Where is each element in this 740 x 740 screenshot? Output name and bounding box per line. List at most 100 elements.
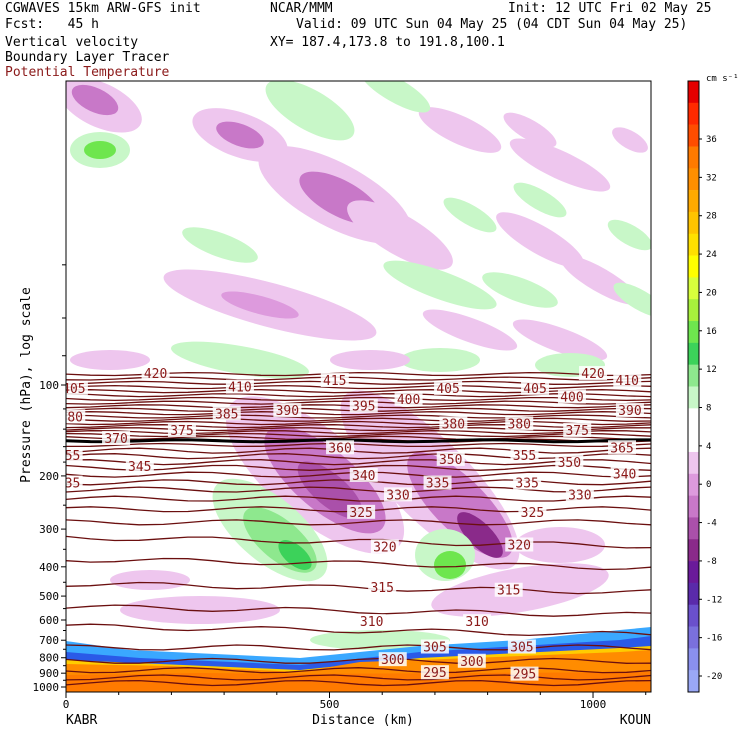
isentrope-label: 315 — [497, 584, 520, 599]
isentrope-line — [66, 495, 651, 502]
isentrope-label: 300 — [381, 653, 404, 668]
isentrope-label: 395 — [352, 400, 375, 415]
isentrope-label-bg — [436, 451, 465, 466]
colorbar-swatch — [688, 495, 699, 518]
isentrope-label: 315 — [370, 581, 393, 596]
isentrope-label: 390 — [618, 404, 641, 419]
colorbar-label: 28 — [706, 212, 717, 222]
isentrope-line — [66, 459, 651, 466]
colorbar-swatch — [688, 233, 699, 256]
y-tick-label: 300 — [39, 523, 59, 536]
y-tick-label: 500 — [39, 590, 59, 603]
cross-section-endpoints: XY= 187.4,173.8 to 191.8,100.1 — [270, 35, 505, 50]
colorbar-label: 24 — [706, 250, 717, 260]
colorbar-swatch — [688, 582, 699, 606]
model-title: CGWAVES 15km ARW-GFS init — [5, 1, 201, 16]
isentrope-label: 325 — [349, 506, 372, 521]
forecast-hour: Fcst: 45 h — [5, 17, 99, 32]
isentrope-label: 350 — [558, 456, 581, 471]
isentrope-label-bg — [349, 467, 378, 482]
isentrope-label: 385 — [215, 407, 238, 422]
isentrope-label-bg — [565, 487, 594, 502]
isentrope-label-bg — [326, 440, 355, 455]
isentrope-label-bg — [518, 504, 547, 519]
left-station-label: KABR — [66, 713, 97, 728]
isentrope-label: 310 — [465, 615, 488, 630]
colorbar-label: 0 — [706, 480, 711, 490]
isentrope-label: 380 — [442, 417, 465, 432]
isentrope-label: 305 — [423, 641, 446, 656]
right-station-label: KOUN — [620, 713, 651, 728]
isentrope-label: 405 — [62, 382, 85, 397]
isentrope-label: 420 — [581, 367, 604, 382]
isentrope-label-bg — [368, 579, 397, 594]
isentrope-line — [66, 644, 651, 651]
isentrope-label-bg — [505, 537, 534, 552]
isentrope-label-bg — [347, 504, 376, 519]
isentrope-line — [66, 604, 651, 617]
colorbar-unit: cm s⁻¹ — [706, 74, 739, 84]
colorbar-swatch — [688, 190, 699, 213]
colorbar-swatch — [688, 430, 699, 453]
colorbar-label: 12 — [706, 365, 717, 375]
isentrope-label: 300 — [460, 655, 483, 670]
field-boundary-layer-tracer: Boundary Layer Tracer — [5, 50, 170, 65]
isentrope-label: 320 — [508, 539, 531, 554]
isentrope-label-bg — [349, 398, 378, 413]
colorbar-swatch — [688, 102, 699, 125]
colorbar-swatch — [688, 648, 699, 671]
isentrope-label: 340 — [613, 468, 636, 483]
isentrope-label: 380 — [508, 417, 531, 432]
x-tick-label: 1000 — [580, 698, 607, 711]
isentrope-label-bg — [513, 475, 542, 490]
isentrope-labels: 420 420 415 410 410 405 405 405 400 400 395 390 390 3… — [62, 366, 644, 683]
isentrope-label: 340 — [352, 469, 375, 484]
isentrope-line — [66, 427, 651, 432]
isentrope-line — [66, 657, 651, 664]
colorbar-swatch — [688, 473, 699, 496]
colorbar-swatch — [688, 321, 699, 344]
isentrope-line — [66, 442, 651, 448]
colorbar-frame — [687, 80, 700, 693]
isentrope-label-bg — [212, 406, 241, 421]
isentrope-line — [66, 557, 651, 571]
isentrope-line — [66, 581, 651, 595]
isentrope-label-bg — [613, 373, 642, 388]
isentrope-label: 410 — [616, 374, 639, 389]
isentrope-label-bg — [423, 475, 452, 490]
isentrope-label: 365 — [610, 441, 633, 456]
isentrope-label-bg — [563, 422, 592, 437]
isentrope-label-bg — [420, 639, 449, 654]
y-axis-label: Pressure (hPa), log scale — [19, 287, 34, 483]
isentrope-label: 405 — [436, 382, 459, 397]
isentrope-label: 420 — [144, 367, 167, 382]
colorbar-swatch — [688, 211, 699, 235]
isentrope-line — [66, 674, 651, 681]
isentrope-line — [66, 447, 651, 454]
isentrope-label-bg — [507, 639, 536, 654]
isentrope-label-bg — [494, 582, 523, 597]
colorbar-swatch — [688, 386, 699, 409]
isentrope-label-bg — [608, 440, 637, 455]
isentrope-line — [66, 414, 651, 419]
isentrope-label: 320 — [373, 540, 396, 555]
isentrope-label-bg — [610, 466, 639, 481]
colorbar-swatch — [688, 670, 699, 693]
isentrope-label-bg — [357, 614, 386, 629]
isentrope-label-bg — [225, 379, 254, 394]
isentrope-label: 375 — [170, 424, 193, 439]
colorbar-swatch — [688, 364, 699, 387]
isentrope-label-bg — [378, 652, 407, 667]
isentrope-label-bg — [66, 448, 83, 463]
colorbar-swatch — [688, 342, 699, 365]
isentrope-line — [66, 453, 651, 460]
isentrope-label: 355 — [513, 449, 536, 464]
isentrope-label-bg — [384, 487, 413, 502]
field-potential-temperature: Potential Temperature — [5, 65, 170, 80]
colorbar-label: 36 — [706, 135, 717, 145]
isentrope-label-bg — [420, 665, 449, 680]
isentrope-label-bg — [125, 459, 154, 474]
isentrope-line — [66, 432, 651, 438]
